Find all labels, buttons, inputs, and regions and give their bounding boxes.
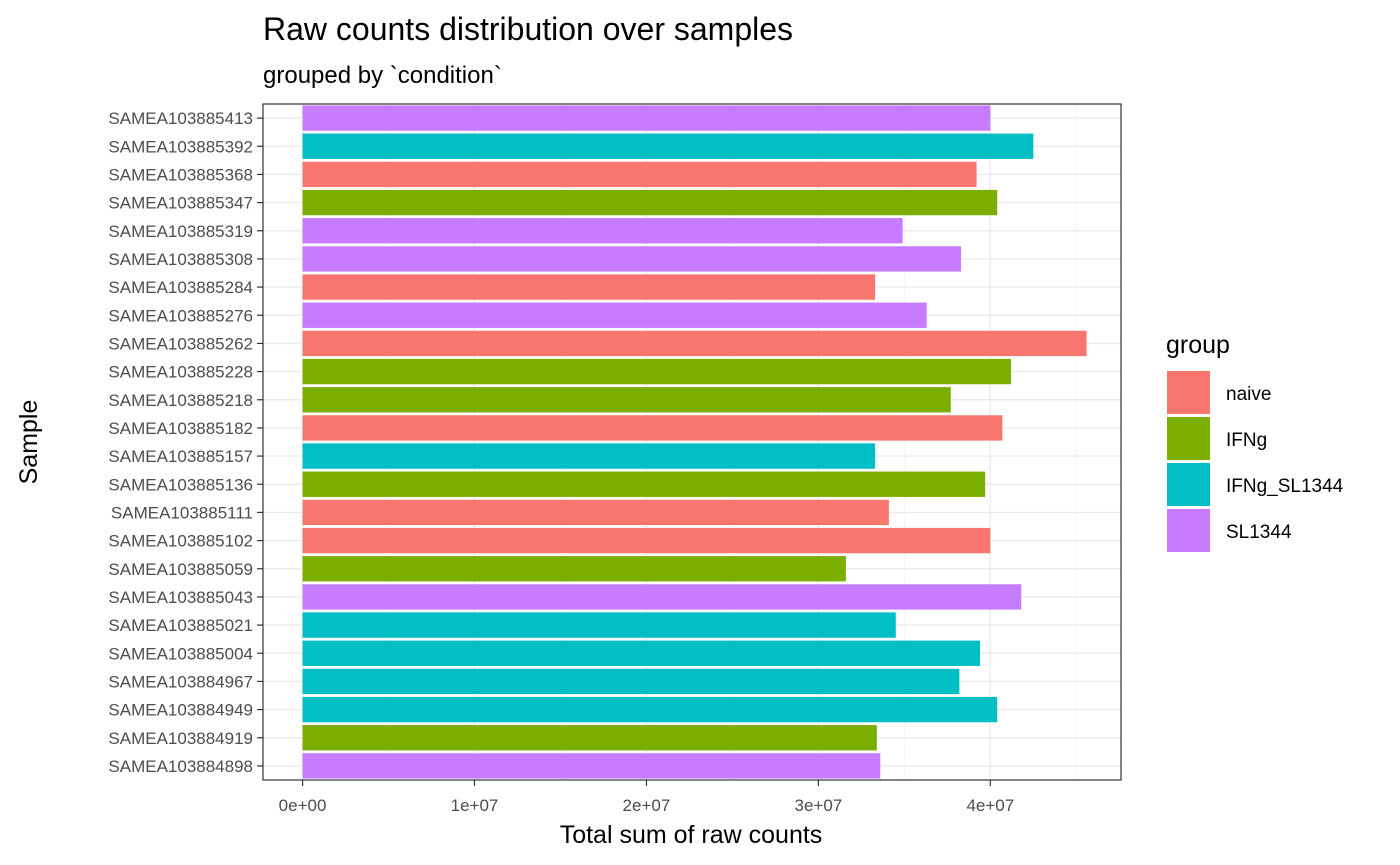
x-tick-label: 2e+07 <box>623 796 671 815</box>
y-tick-label: SAMEA103885182 <box>108 419 253 438</box>
bar-SAMEA103885004 <box>302 640 981 666</box>
legend-title: group <box>1166 331 1230 359</box>
legend: group naive IFNg IFNg_SL1344 SL1344 <box>1166 331 1344 552</box>
y-tick-label: SAMEA103885319 <box>108 222 253 241</box>
y-tick-label: SAMEA103885368 <box>108 165 253 184</box>
bar-SAMEA103885021 <box>302 612 896 638</box>
y-tick-label: SAMEA103885157 <box>108 447 253 466</box>
bar-SAMEA103885043 <box>302 584 1022 610</box>
bar-SAMEA103884919 <box>302 725 877 751</box>
y-tick-label: SAMEA103885136 <box>108 475 253 494</box>
y-tick-label: SAMEA103885059 <box>108 560 253 579</box>
bar-SAMEA103885102 <box>302 527 991 554</box>
legend-label: naive <box>1226 384 1271 405</box>
plot-background <box>263 104 1121 780</box>
legend-label: IFNg_SL1344 <box>1226 476 1344 497</box>
bar-SAMEA103885347 <box>302 189 998 216</box>
bar-SAMEA103885059 <box>302 556 846 582</box>
chart-title: Raw counts distribution over samples <box>263 11 793 47</box>
x-tick-label: 1e+07 <box>451 796 499 815</box>
bar-SAMEA103885157 <box>302 443 876 469</box>
bar-SAMEA103885276 <box>302 302 927 328</box>
plot-border <box>262 103 1122 781</box>
bar-SAMEA103885136 <box>302 471 986 497</box>
bar-SAMEA103884967 <box>302 668 960 695</box>
bar-SAMEA103885392 <box>302 133 1034 159</box>
bar-SAMEA103885368 <box>302 161 977 188</box>
y-tick-label: SAMEA103884949 <box>108 701 253 720</box>
x-axis-title: Total sum of raw counts <box>560 821 823 849</box>
bar-SAMEA103885319 <box>302 218 903 244</box>
y-tick-label: SAMEA103885102 <box>108 532 253 551</box>
y-tick-label: SAMEA103885043 <box>108 588 253 607</box>
bar-SAMEA103885182 <box>302 415 1003 441</box>
bar-SAMEA103885308 <box>302 246 962 272</box>
y-tick-label: SAMEA103885284 <box>108 278 253 297</box>
chart-subtitle: grouped by `condition` <box>263 62 502 89</box>
bar-SAMEA103884898 <box>302 753 881 779</box>
y-tick-label: SAMEA103885347 <box>108 194 253 213</box>
y-tick-label: SAMEA103885413 <box>108 109 253 128</box>
y-tick-label: SAMEA103885004 <box>108 644 253 663</box>
y-tick-label: SAMEA103885218 <box>108 391 253 410</box>
plot-panel <box>263 104 1121 780</box>
axes: SAMEA103885413 SAMEA103885392 SAMEA1038853… <box>108 103 1122 815</box>
y-tick-label: SAMEA103884967 <box>108 672 253 691</box>
bar-SAMEA103885228 <box>302 358 1011 385</box>
legend-key-IFNg_SL1344 <box>1167 463 1210 506</box>
y-tick-label: SAMEA103885228 <box>108 363 253 382</box>
bar-SAMEA103884949 <box>302 696 998 723</box>
y-tick-label: SAMEA103885308 <box>108 250 253 269</box>
x-tick-label: 0e+00 <box>279 796 327 815</box>
bar-SAMEA103885218 <box>302 387 951 413</box>
x-tick-label: 3e+07 <box>795 796 843 815</box>
bar-SAMEA103885262 <box>302 330 1087 357</box>
bar-SAMEA103885413 <box>302 105 991 131</box>
y-tick-label: SAMEA103884898 <box>108 757 253 776</box>
y-tick-label: SAMEA103885111 <box>111 503 253 522</box>
legend-key-SL1344 <box>1167 509 1210 552</box>
legend-key-IFNg <box>1167 417 1210 460</box>
legend-label: SL1344 <box>1226 522 1292 543</box>
x-tick-label: 4e+07 <box>966 796 1014 815</box>
y-tick-label: SAMEA103885276 <box>108 306 253 325</box>
y-tick-label: SAMEA103885262 <box>108 334 253 353</box>
bar-SAMEA103885111 <box>302 499 889 526</box>
y-tick-label: SAMEA103884919 <box>108 729 253 748</box>
y-tick-label: SAMEA103885392 <box>108 137 253 156</box>
legend-key-naive <box>1167 371 1210 414</box>
bars <box>302 105 1087 779</box>
bar-SAMEA103885284 <box>302 274 876 300</box>
legend-label: IFNg <box>1226 430 1267 451</box>
y-axis-title: Sample <box>15 400 43 485</box>
y-tick-label: SAMEA103885021 <box>108 616 253 635</box>
